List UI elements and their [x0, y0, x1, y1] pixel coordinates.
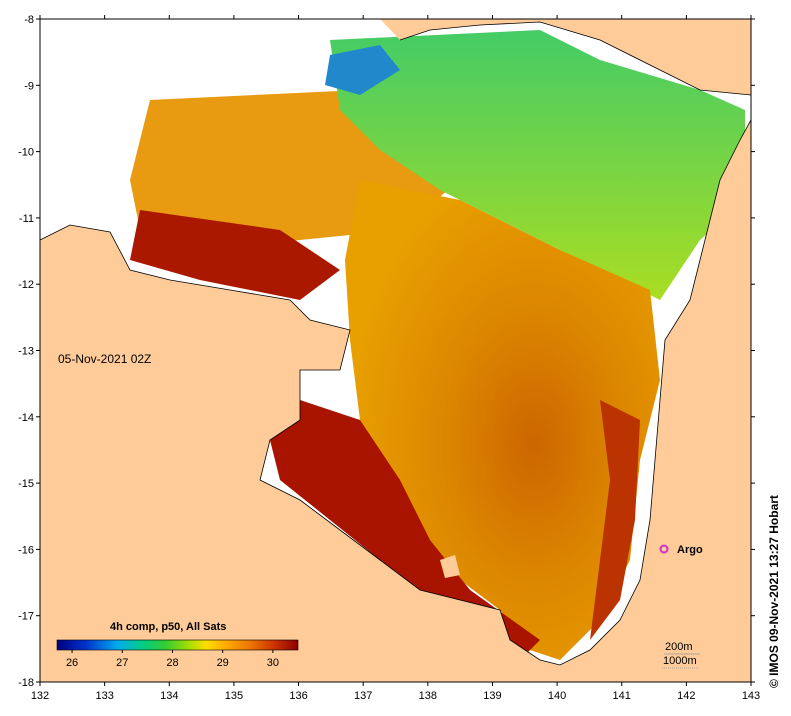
contour-legend: 200m 1000m: [662, 641, 700, 669]
lon-tick-label: 141: [613, 690, 631, 702]
lat-tick-label: -17: [18, 611, 34, 623]
contour-label-1000m: 1000m: [663, 655, 697, 667]
argo-label: Argo: [677, 544, 703, 556]
legend-colorbar: [56, 639, 299, 651]
lon-tick-label: 136: [289, 690, 307, 702]
sst-region-hot-sw: [270, 400, 540, 660]
legend-tick-label: 27: [116, 657, 128, 669]
lat-tick-label: -10: [18, 147, 34, 159]
lat-tick-label: -15: [18, 478, 34, 490]
contour-label-200m: 200m: [665, 641, 693, 653]
argo-icon: [659, 544, 669, 554]
lat-tick-label: -12: [18, 279, 34, 291]
argo-marker: Argo: [659, 544, 703, 556]
lat-tick-label: -8: [24, 14, 34, 26]
lon-tick-label: 142: [677, 690, 695, 702]
coastline-png: [399, 21, 752, 96]
lon-tick-label: 140: [548, 690, 566, 702]
latitude-axis: -8 -9 -10 -11 -12 -13 -14 -15 -16 -17 -18: [18, 14, 755, 689]
lat-tick-label: -9: [24, 80, 34, 92]
lat-tick-label: -16: [18, 544, 34, 556]
lon-tick-label: 138: [419, 690, 437, 702]
credit-text: © IMOS 09-Nov-2021 13:27 Hobart: [767, 495, 781, 688]
legend-tick-label: 30: [267, 657, 279, 669]
lon-tick-label: 135: [225, 690, 243, 702]
longitude-axis: 132 133 134 135 136 137 138 139 140 141 142 143: [31, 15, 760, 702]
lon-tick-label: 143: [742, 690, 760, 702]
coastline: [39, 119, 752, 666]
legend-title: 4h comp, p50, All Sats: [110, 621, 226, 633]
legend-tick-label: 29: [217, 657, 229, 669]
lon-tick-label: 137: [354, 690, 372, 702]
color-legend: 4h comp, p50, All Sats 26 27 28 29 30: [56, 621, 299, 669]
lon-tick-label: 133: [95, 690, 113, 702]
sst-region-hot-nw: [130, 210, 340, 300]
new-guinea: [380, 19, 751, 95]
lon-tick-label: 134: [160, 690, 178, 702]
sst-region-north-cool: [330, 30, 745, 300]
island: [440, 555, 460, 578]
land: [40, 19, 751, 682]
lon-tick-label: 139: [483, 690, 501, 702]
lat-tick-label: -13: [18, 346, 34, 358]
australia-mainland: [40, 120, 751, 682]
legend-tick-label: 28: [166, 657, 178, 669]
lat-tick-label: -14: [18, 412, 34, 424]
lat-tick-label: -11: [19, 213, 34, 225]
sst-region-hot-e: [590, 400, 640, 640]
sst-region-cold-patch: [325, 45, 400, 95]
legend-tick-label: 26: [66, 657, 78, 669]
date-label: 05-Nov-2021 02Z: [58, 352, 151, 366]
lat-tick-label: -18: [18, 677, 34, 689]
lon-tick-label: 132: [31, 690, 49, 702]
